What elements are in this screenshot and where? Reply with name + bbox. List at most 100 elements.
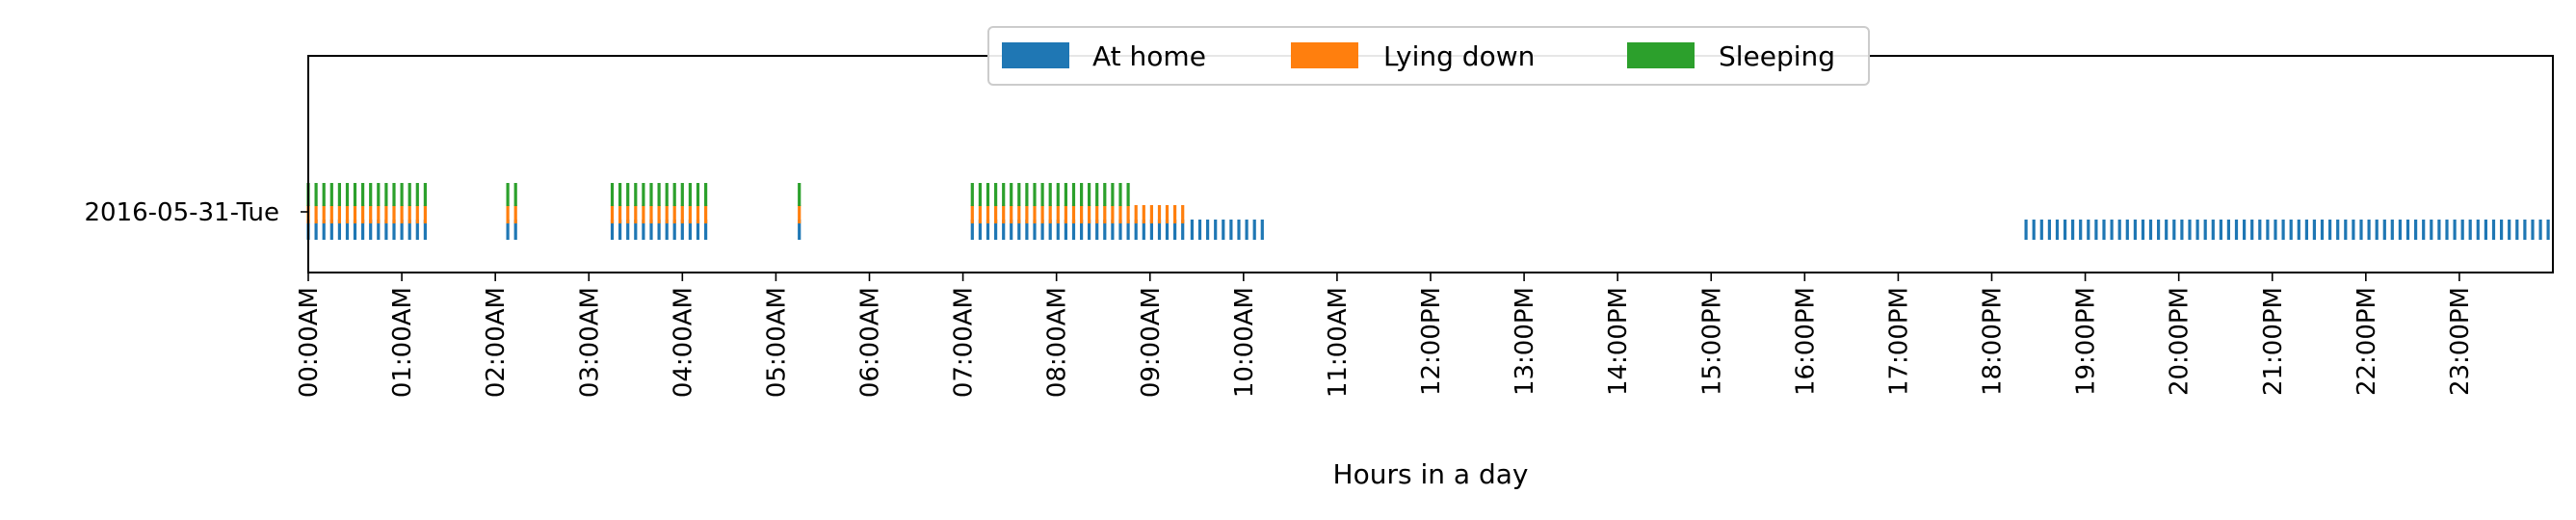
lying-down-mark	[970, 205, 974, 223]
at-home-mark	[1229, 220, 1233, 240]
lying-down-mark	[513, 205, 517, 223]
at-home-mark	[1173, 220, 1177, 240]
x-tick-label: 00:00AM	[295, 287, 324, 398]
at-home-mark	[2336, 220, 2340, 240]
sleeping-mark	[314, 183, 318, 206]
at-home-mark	[680, 220, 684, 240]
at-home-mark	[2453, 220, 2457, 240]
legend-label-at-home: At home	[1092, 40, 1206, 72]
at-home-mark	[2039, 220, 2043, 240]
sleeping-mark	[610, 183, 615, 206]
at-home-mark	[345, 220, 350, 240]
at-home-mark	[1149, 220, 1153, 240]
at-home-mark	[2274, 220, 2277, 240]
at-home-mark	[2032, 220, 2036, 240]
at-home-mark	[1165, 220, 1170, 240]
at-home-mark	[1103, 220, 1107, 240]
lying-down-mark	[1010, 205, 1013, 223]
lying-down-mark	[696, 205, 700, 223]
at-home-mark	[2047, 220, 2051, 240]
sleeping-mark	[1103, 183, 1107, 206]
at-home-mark	[2102, 220, 2106, 240]
at-home-mark	[2180, 220, 2184, 240]
lying-down-mark	[688, 205, 692, 223]
lying-down-mark	[1048, 205, 1052, 223]
lying-down-mark	[322, 205, 326, 223]
lying-down-mark	[407, 205, 411, 223]
at-home-mark	[1033, 220, 1037, 240]
lying-down-mark	[1157, 205, 1162, 223]
lying-down-mark	[994, 205, 998, 223]
lying-down-mark	[1071, 205, 1076, 223]
sleeping-mark	[361, 183, 365, 206]
at-home-mark	[2476, 220, 2480, 240]
at-home-mark	[1040, 220, 1044, 240]
lying-down-mark	[392, 205, 396, 223]
y-tick-label: 2016-05-31-Tue	[84, 198, 279, 227]
at-home-mark	[672, 220, 676, 240]
at-home-mark	[2538, 220, 2542, 240]
at-home-mark	[2087, 220, 2090, 240]
at-home-mark	[2468, 220, 2472, 240]
at-home-mark	[2281, 220, 2285, 240]
x-tick-label: 13:00PM	[1511, 287, 1539, 396]
sleeping-mark	[657, 183, 661, 206]
at-home-mark	[2172, 220, 2176, 240]
at-home-mark	[2079, 220, 2083, 240]
at-home-mark	[1214, 220, 1218, 240]
at-home-mark	[361, 220, 365, 240]
at-home-mark	[2328, 220, 2332, 240]
at-home-mark	[415, 220, 419, 240]
lying-down-mark	[337, 205, 341, 223]
at-home-mark	[978, 220, 982, 240]
lying-down-mark	[369, 205, 373, 223]
at-home-mark	[2359, 220, 2363, 240]
sleeping-mark	[642, 183, 645, 206]
sleeping-mark	[384, 183, 388, 206]
sleeping-mark	[672, 183, 676, 206]
lying-down-mark	[798, 205, 802, 223]
x-tick-label: 05:00AM	[762, 287, 791, 398]
at-home-mark	[423, 220, 427, 240]
sleeping-mark	[1095, 183, 1099, 206]
at-home-mark	[2195, 220, 2199, 240]
sleeping-mark	[1010, 183, 1013, 206]
at-home-mark	[1237, 220, 1241, 240]
at-home-mark	[986, 220, 990, 240]
x-tick-label: 11:00AM	[1324, 287, 1353, 398]
at-home-mark	[2320, 220, 2325, 240]
sleeping-mark	[400, 183, 404, 206]
at-home-mark	[1056, 220, 1060, 240]
at-home-mark	[1111, 220, 1115, 240]
at-home-mark	[2141, 220, 2145, 240]
x-tick-label: 17:00PM	[1884, 287, 1913, 396]
lying-down-mark	[618, 205, 622, 223]
lying-down-mark	[1080, 205, 1084, 223]
lying-down-mark	[1173, 205, 1177, 223]
lying-down-mark	[1111, 205, 1115, 223]
x-tick-label: 08:00AM	[1043, 287, 1072, 398]
sleeping-mark	[345, 183, 350, 206]
lying-down-mark	[1149, 205, 1153, 223]
at-home-mark	[657, 220, 661, 240]
at-home-mark	[2367, 220, 2371, 240]
at-home-mark	[2422, 220, 2426, 240]
at-home-mark	[377, 220, 381, 240]
at-home-mark	[2304, 220, 2308, 240]
x-tick-label: 19:00PM	[2072, 287, 2101, 396]
at-home-mark	[2491, 220, 2496, 240]
at-home-mark	[1118, 220, 1122, 240]
lying-down-mark	[665, 205, 669, 223]
sleeping-mark	[798, 183, 802, 206]
lying-down-mark	[314, 205, 318, 223]
lying-down-mark	[1126, 205, 1130, 223]
sleeping-mark	[680, 183, 684, 206]
at-home-mark	[970, 220, 974, 240]
legend: At home Lying down Sleeping	[987, 26, 1870, 86]
at-home-mark	[610, 220, 615, 240]
x-tick-label: 20:00PM	[2166, 287, 2195, 396]
at-home-mark	[2352, 220, 2355, 240]
at-home-mark	[649, 220, 653, 240]
at-home-mark	[1197, 220, 1202, 240]
